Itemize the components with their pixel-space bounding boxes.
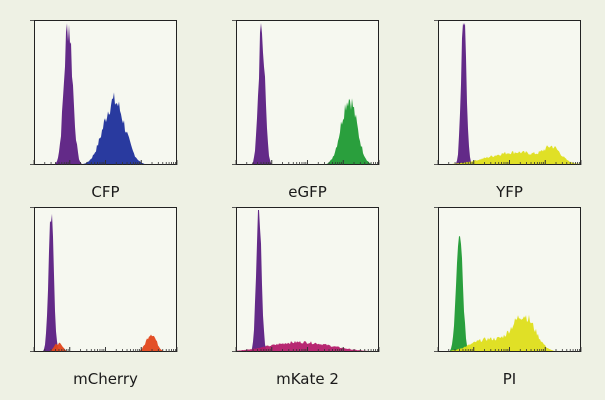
xlabel-mkate2: mKate 2: [276, 370, 339, 388]
plot-area: [34, 207, 177, 352]
panel-cfp: CFP: [30, 20, 178, 201]
pi-series-2-histogram: [438, 314, 581, 352]
mcherry-series-1-histogram: [34, 213, 177, 352]
xlabel-mcherry: mCherry: [73, 370, 138, 388]
xlabel-yfp: YFP: [496, 183, 523, 201]
histogram-mcherry: [30, 207, 178, 352]
xlabel-cfp: CFP: [91, 183, 120, 201]
histogram-yfp: [434, 20, 582, 165]
panel-yfp: YFP: [434, 20, 582, 201]
mcherry-series-2-histogram: [34, 334, 177, 352]
egfp-series-2-histogram: [236, 98, 379, 165]
egfp-series-1-histogram: [236, 23, 379, 165]
panel-mcherry: mCherry: [30, 207, 178, 388]
panel-egfp: eGFP: [232, 20, 380, 201]
histogram-mkate2: [232, 207, 380, 352]
histogram-egfp: [232, 20, 380, 165]
panel-pi: PI: [434, 207, 582, 388]
histogram-cfp: [30, 20, 178, 166]
panel-mkate2: mKate 2: [232, 207, 380, 388]
histogram-pi: [434, 207, 582, 352]
yfp-series-1-histogram: [438, 23, 581, 165]
xlabel-pi: PI: [502, 370, 517, 388]
xlabel-egfp: eGFP: [288, 183, 327, 201]
cfp-series-1-histogram: [34, 23, 177, 166]
cfp-series-2-histogram: [34, 92, 177, 165]
